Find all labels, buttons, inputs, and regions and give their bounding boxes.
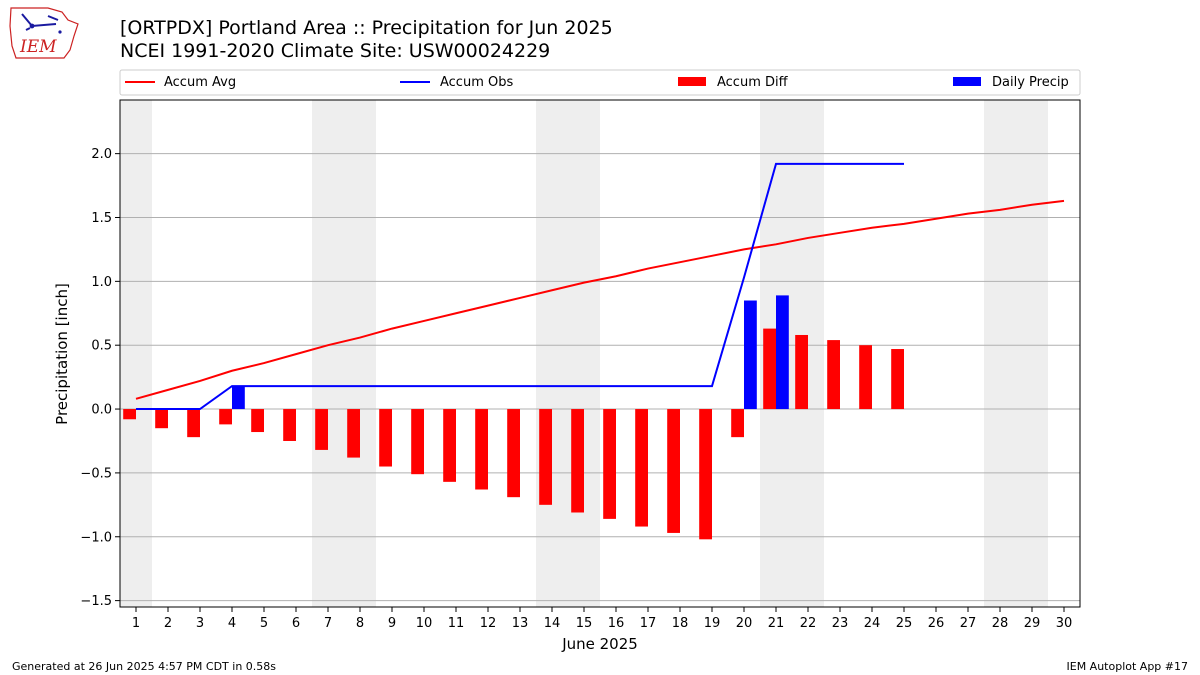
accum-diff-bar [155, 409, 168, 429]
accum-diff-bar [347, 409, 360, 458]
x-tick-label: 27 [960, 616, 977, 631]
accum-diff-bar [667, 409, 680, 533]
x-tick-label: 16 [608, 616, 625, 631]
x-tick-label: 7 [324, 616, 332, 631]
x-tick-label: 15 [576, 616, 593, 631]
x-tick-label: 28 [992, 616, 1009, 631]
x-tick-label: 12 [480, 616, 497, 631]
accum-diff-bar [795, 334, 808, 410]
accum-diff-bar [123, 409, 136, 420]
x-tick-label: 21 [768, 616, 785, 631]
weekend-shade-day-28 [984, 100, 1016, 607]
weekend-shade-day-15 [568, 100, 600, 607]
x-tick-label: 3 [196, 616, 204, 631]
x-tick-label: 24 [864, 616, 881, 631]
y-tick-label: −1.0 [80, 530, 112, 545]
y-tick-label: 2.0 [91, 147, 112, 162]
weekend-shade-day-14 [536, 100, 568, 607]
x-tick-label: 29 [1024, 616, 1041, 631]
x-tick-label: 2 [164, 616, 172, 631]
y-tick-label: 1.5 [91, 211, 112, 226]
accum-diff-bar [827, 340, 840, 410]
x-tick-label: 8 [356, 616, 364, 631]
accum-diff-bar [379, 409, 392, 467]
legend-swatch-daily-precip [953, 77, 981, 86]
y-tick-label: 0.5 [91, 339, 112, 354]
accum-diff-bar [859, 345, 872, 410]
y-tick-label: 0.0 [91, 403, 112, 418]
x-tick-label: 13 [512, 616, 529, 631]
weekend-shade-day-8 [344, 100, 376, 607]
accum-obs-line [136, 162, 904, 411]
legend-label-accum-obs: Accum Obs [440, 75, 513, 90]
accum-diff-bar [315, 409, 328, 450]
accum-diff-bar [411, 409, 424, 475]
x-tick-label: 10 [416, 616, 433, 631]
accum-diff-bar [571, 409, 584, 513]
accum-diff-bar [251, 409, 264, 433]
accum-diff-bar [507, 409, 520, 498]
daily-precip-bar [232, 386, 245, 410]
y-tick-label: −1.5 [80, 594, 112, 609]
accum-diff-bar [219, 409, 232, 425]
x-tick-label: 26 [928, 616, 945, 631]
daily-precip-bar [744, 300, 757, 410]
x-tick-label: 1 [132, 616, 140, 631]
iem-logo: IEM [8, 6, 80, 60]
chart-subtitle: NCEI 1991-2020 Climate Site: USW00024229 [120, 40, 551, 62]
legend: Accum Avg Accum Obs Accum Diff Daily Pre… [119, 69, 1081, 96]
x-tick-label: 30 [1056, 616, 1073, 631]
accum-diff-bar [187, 409, 200, 438]
x-tick-label: 5 [260, 616, 268, 631]
plot-frame [119, 99, 1081, 608]
x-tick-label: 20 [736, 616, 753, 631]
x-tick-label: 22 [800, 616, 817, 631]
accum-diff-bar [283, 409, 296, 441]
x-tick-label: 14 [544, 616, 561, 631]
svg-text:IEM: IEM [19, 37, 57, 57]
weekend-shade-day-1 [120, 100, 152, 607]
y-tick-label: 1.0 [91, 275, 112, 290]
chart-title: [ORTPDX] Portland Area :: Precipitation … [120, 17, 613, 39]
legend-swatch-accum-diff [678, 77, 706, 86]
x-tick-label: 25 [896, 616, 913, 631]
accum-diff-bar [603, 409, 616, 519]
accum-avg-line [135, 199, 1065, 400]
y-axis-label: Precipitation [inch] [53, 283, 71, 425]
weekend-shade-day-29 [1016, 100, 1048, 607]
accum-diff-bar [635, 409, 648, 527]
accum-diff-bar [699, 409, 712, 540]
x-tick-label: 17 [640, 616, 657, 631]
footer-app: IEM Autoplot App #17 [1066, 660, 1189, 673]
accum-diff-bar [731, 409, 744, 438]
x-tick-label: 23 [832, 616, 849, 631]
x-axis-label: June 2025 [561, 635, 638, 653]
legend-box [119, 69, 1081, 96]
legend-label-accum-avg: Accum Avg [164, 75, 236, 90]
x-tick-label: 4 [228, 616, 236, 631]
legend-label-daily-precip: Daily Precip [992, 75, 1069, 90]
x-tick-label: 11 [448, 616, 465, 631]
daily-precip-bar [776, 295, 789, 410]
x-tick-label: 19 [704, 616, 721, 631]
accum-diff-bar [539, 409, 552, 505]
accum-diff-bar [475, 409, 488, 490]
y-tick-label: −0.5 [80, 466, 112, 481]
legend-label-accum-diff: Accum Diff [717, 75, 789, 90]
accum-diff-bar [763, 328, 776, 410]
x-tick-label: 18 [672, 616, 689, 631]
accum-diff-bar [891, 349, 904, 410]
accum-diff-bar [443, 409, 456, 482]
weekend-shade-day-7 [312, 100, 344, 607]
x-tick-label: 6 [292, 616, 300, 631]
footer-generated: Generated at 26 Jun 2025 4:57 PM CDT in … [12, 660, 277, 673]
x-tick-label: 9 [388, 616, 396, 631]
